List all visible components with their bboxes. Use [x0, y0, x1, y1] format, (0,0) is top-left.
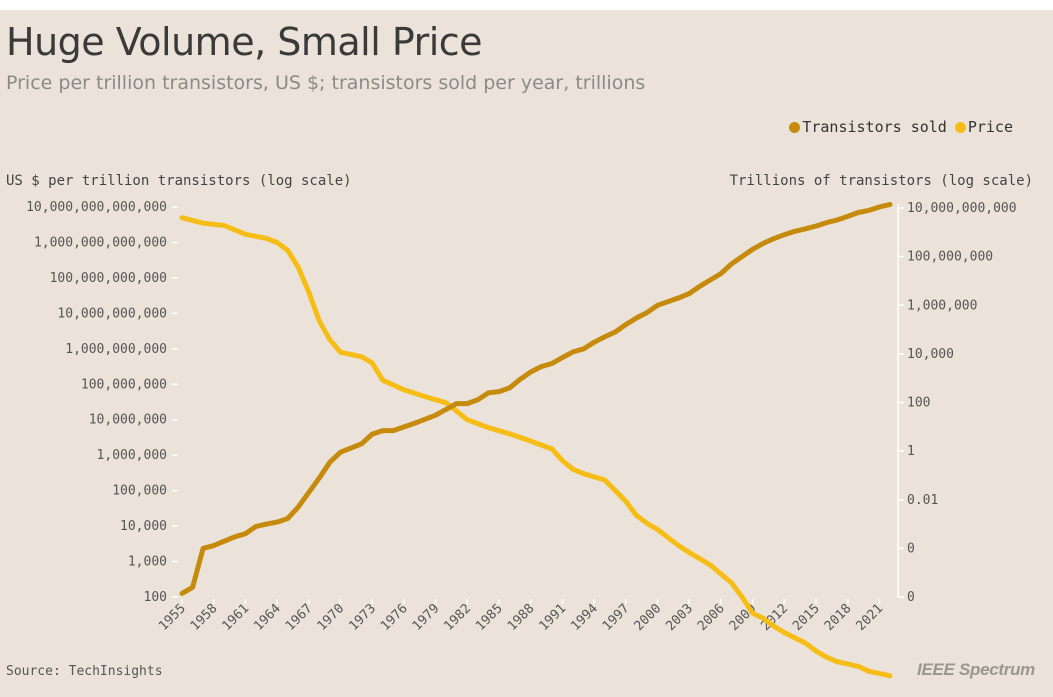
x-tick-label: 1970: [315, 601, 348, 634]
left-tick-label: 10,000,000,000,000: [26, 200, 167, 215]
x-tick-label: 2018: [822, 601, 855, 634]
x-tick-label: 1985: [473, 601, 506, 634]
right-axis-title: Trillions of transistors (log scale): [729, 173, 1033, 189]
left-tick-label: 1,000,000: [97, 448, 167, 463]
right-tick-label: 1,000,000: [907, 298, 977, 313]
left-tick-label: 10,000: [120, 519, 167, 534]
left-tick-label: 1,000,000,000,000: [34, 235, 167, 250]
x-tick-label: 2009: [727, 601, 760, 634]
left-tick-label: 100,000: [112, 484, 167, 499]
left-tick-label: 1,000: [128, 555, 167, 570]
source-note: Source: TechInsights: [6, 664, 163, 679]
x-tick-label: 1967: [283, 601, 316, 634]
left-tick-label: 100,000,000,000: [50, 271, 167, 286]
x-tick-label: 2021: [854, 601, 887, 634]
left-axis-title: US $ per trillion transistors (log scale…: [6, 173, 352, 189]
left-tick-label: 1,000,000,000: [65, 342, 167, 357]
left-tick-label: 10,000,000,000: [57, 306, 167, 321]
x-tick-label: 2003: [663, 601, 696, 634]
legend-item-price[interactable]: Price: [954, 118, 1013, 136]
right-tick-label: 0: [907, 590, 915, 605]
right-tick-label: 100: [907, 396, 930, 411]
legend-swatch-transistors-sold: [789, 121, 801, 133]
x-tick-label: 1961: [219, 601, 252, 634]
x-tick-label: 1997: [600, 601, 633, 634]
chart-subtitle: Price per trillion transistors, US $; tr…: [6, 72, 646, 94]
x-tick-label: 1988: [505, 601, 538, 634]
right-tick-label: 10,000,000,000: [907, 201, 1017, 216]
legend-item-transistors-sold[interactable]: Transistors sold: [789, 118, 947, 136]
right-tick-label: 0: [907, 541, 915, 556]
x-tick-label: 1964: [251, 601, 284, 634]
series-line-price: [179, 215, 893, 679]
legend-label-price: Price: [967, 118, 1013, 136]
x-tick-label: 1994: [568, 601, 601, 634]
right-axis: 0 0 0.01 1 100 10,000 1,000,000 100,000,000 10,0…: [897, 201, 1017, 605]
left-tick-label: 100,000,000: [81, 377, 167, 392]
left-axis: 100 1,000 10,000 100,000 1,000,000 10,000,000…: [26, 200, 178, 605]
x-tick-label: 2000: [632, 601, 665, 634]
x-tick-label: 1973: [346, 601, 379, 634]
left-tick-label: 10,000,000: [89, 413, 167, 428]
right-tick-label: 0.01: [907, 493, 938, 508]
x-tick-label: 2015: [790, 601, 823, 634]
top-border: [0, 0, 1053, 10]
right-tick-label: 1: [907, 444, 915, 459]
series-lines: [179, 201, 893, 679]
chart-title: Huge Volume, Small Price: [6, 20, 483, 64]
x-tick-label: 1958: [188, 601, 221, 634]
brand-logo: IEEE Spectrum: [917, 660, 1035, 679]
x-tick-label: 1991: [536, 601, 569, 634]
x-tick-label: 1955: [156, 601, 189, 634]
legend-label-transistors-sold: Transistors sold: [802, 118, 947, 136]
x-tick-label: 1979: [410, 601, 443, 634]
right-tick-label: 10,000: [907, 347, 954, 362]
left-tick-label: 100: [144, 590, 167, 605]
x-tick-label: 2006: [695, 601, 728, 634]
series-line-transistors-sold: [179, 201, 893, 596]
chart-legend: Transistors sold Price: [781, 118, 1013, 136]
x-tick-label: 1976: [378, 601, 411, 634]
x-tick-label: 1982: [441, 601, 474, 634]
right-tick-label: 100,000,000: [907, 250, 993, 265]
legend-swatch-price: [954, 121, 966, 133]
